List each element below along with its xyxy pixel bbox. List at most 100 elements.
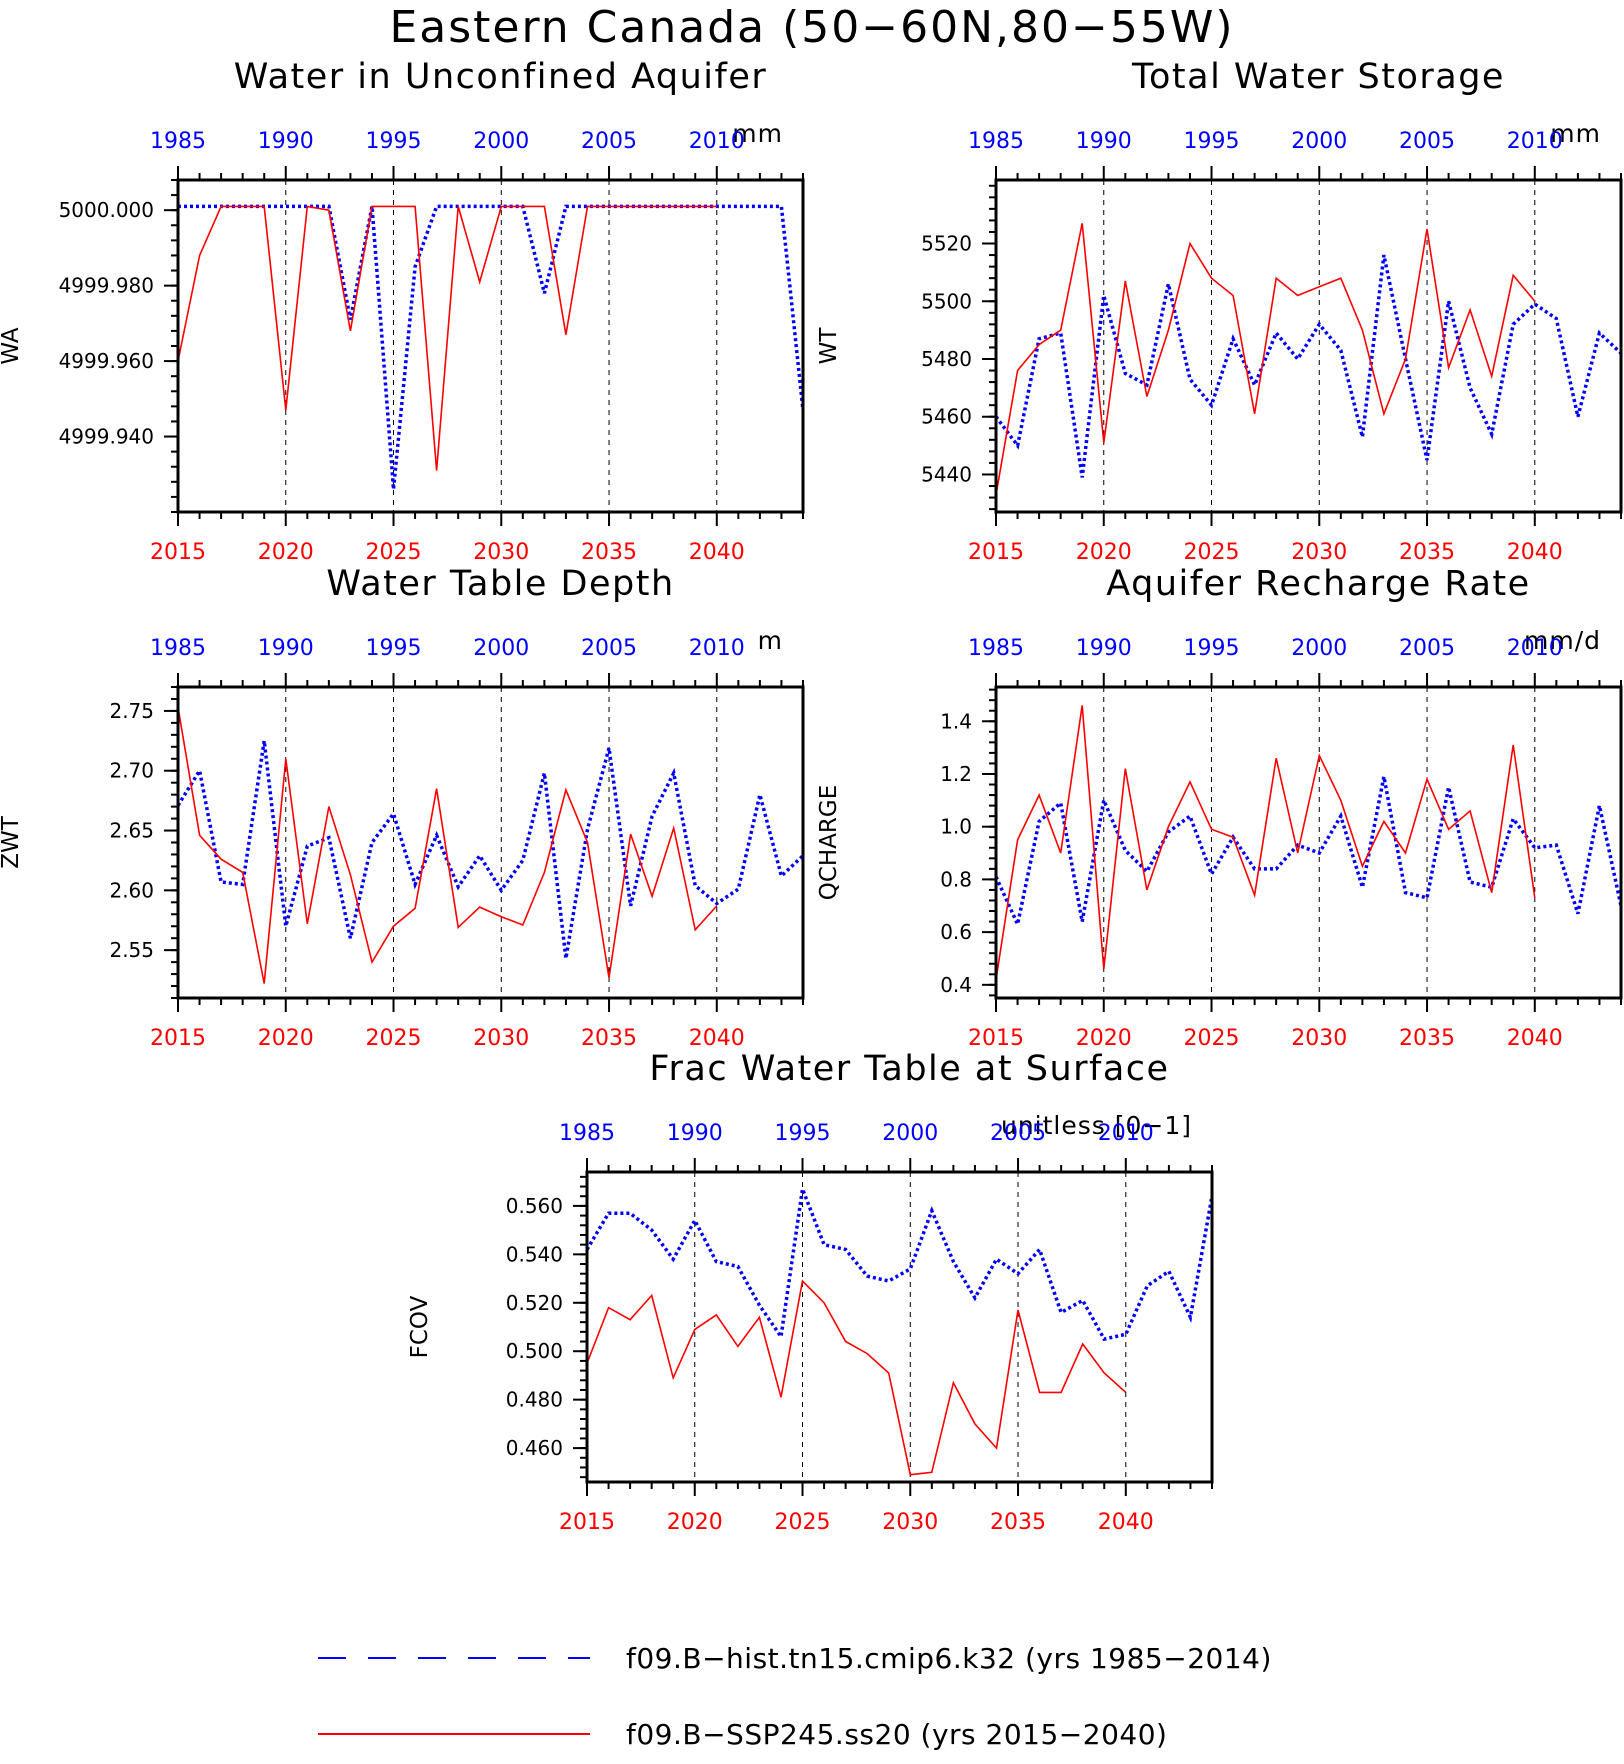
y-tick-label: 0.520 bbox=[506, 1291, 563, 1315]
y-tick-label: 5460 bbox=[921, 405, 972, 429]
y-tick-label: 4999.940 bbox=[59, 425, 154, 449]
units-label: m bbox=[758, 626, 783, 655]
series-line-hist bbox=[996, 776, 1621, 930]
x-top-tick-label: 1985 bbox=[968, 129, 1024, 154]
x-tick-label: 2035 bbox=[581, 540, 637, 565]
x-tick-label: 2025 bbox=[366, 1026, 422, 1051]
x-tick-label: 2035 bbox=[581, 1026, 637, 1051]
panel-title: Aquifer Recharge Rate bbox=[1106, 564, 1530, 604]
x-tick-label: 2030 bbox=[882, 1510, 938, 1535]
y-tick-label: 1.2 bbox=[940, 762, 972, 786]
series-line-ssp bbox=[996, 705, 1536, 980]
x-top-tick-label: 2000 bbox=[1291, 129, 1347, 154]
x-tick-label: 2020 bbox=[258, 1026, 314, 1051]
panel-title: Water Table Depth bbox=[326, 564, 674, 604]
y-tick-label: 5500 bbox=[921, 289, 972, 313]
series-line-ssp bbox=[996, 223, 1536, 495]
x-top-tick-label: 2005 bbox=[990, 1121, 1046, 1146]
x-top-tick-label: 1995 bbox=[366, 636, 422, 661]
x-top-tick-label: 1990 bbox=[667, 1121, 723, 1146]
y-tick-label: 4999.980 bbox=[59, 274, 154, 298]
legend: f09.B−hist.tn15.cmip6.k32 (yrs 1985−2014… bbox=[318, 1642, 1272, 1751]
x-top-tick-label: 2010 bbox=[1098, 1121, 1154, 1146]
x-top-tick-label: 2010 bbox=[689, 636, 745, 661]
plot-frame bbox=[994, 178, 1623, 514]
series-line-hist bbox=[587, 1182, 1212, 1342]
x-tick-label: 2035 bbox=[990, 1510, 1046, 1535]
plot-frame bbox=[176, 178, 805, 514]
units-label: mm bbox=[1550, 119, 1601, 148]
legend-label-hist: f09.B−hist.tn15.cmip6.k32 (yrs 1985−2014… bbox=[626, 1642, 1272, 1675]
units-label: unitless [0−1] bbox=[1001, 1111, 1192, 1140]
panel-wa: Water in Unconfined Aquifer mm WA 4999.940 4… bbox=[0, 57, 805, 565]
y-tick-label: 5000.000 bbox=[59, 198, 154, 222]
plot-frame bbox=[585, 1170, 1214, 1484]
x-top-tick-label: 2000 bbox=[882, 1121, 938, 1146]
x-top-tick-label: 2005 bbox=[1399, 636, 1455, 661]
x-top-tick-label: 1990 bbox=[258, 636, 314, 661]
panel-title: Total Water Storage bbox=[1131, 57, 1505, 97]
x-tick-label: 2040 bbox=[1507, 540, 1563, 565]
x-tick-label: 2035 bbox=[1399, 1026, 1455, 1051]
x-tick-label: 2015 bbox=[150, 1026, 206, 1051]
y-tick-label: 2.70 bbox=[109, 759, 154, 783]
series-line-ssp bbox=[178, 707, 718, 984]
y-tick-label: 2.60 bbox=[109, 878, 154, 902]
x-tick-label: 2030 bbox=[1291, 540, 1347, 565]
units-label: mm/d bbox=[1524, 626, 1601, 655]
panel-fcov: Frac Water Table at Surface unitless [0−1… bbox=[407, 1049, 1214, 1535]
x-top-tick-label: 2000 bbox=[1291, 636, 1347, 661]
x-top-tick-label: 2000 bbox=[473, 129, 529, 154]
y-tick-label: 4999.960 bbox=[59, 349, 154, 373]
x-tick-label: 2015 bbox=[559, 1510, 615, 1535]
y-tick-label: 0.4 bbox=[940, 973, 972, 997]
y-tick-label: 2.55 bbox=[109, 938, 154, 962]
y-tick-label: 0.8 bbox=[940, 867, 972, 891]
x-top-tick-label: 1995 bbox=[775, 1121, 831, 1146]
units-label: mm bbox=[732, 119, 783, 148]
x-tick-label: 2015 bbox=[968, 1026, 1024, 1051]
panel-zwt: Water Table Depth m ZWT 2.55 2.60 2.65 2.70 2.7… bbox=[0, 564, 805, 1051]
plot-frame bbox=[176, 685, 805, 1000]
y-tick-label: 5520 bbox=[921, 232, 972, 256]
y-tick-label: 0.500 bbox=[506, 1339, 563, 1363]
y-tick-label: 0.480 bbox=[506, 1388, 563, 1412]
series-line-ssp bbox=[587, 1279, 1127, 1476]
x-tick-label: 2040 bbox=[689, 540, 745, 565]
x-top-tick-label: 1985 bbox=[150, 129, 206, 154]
x-top-tick-label: 1985 bbox=[968, 636, 1024, 661]
series-line-hist bbox=[178, 204, 803, 490]
y-tick-label: 2.75 bbox=[109, 699, 154, 723]
y-axis-label: WA bbox=[0, 327, 24, 364]
x-top-tick-label: 2010 bbox=[689, 129, 745, 154]
y-tick-label: 0.460 bbox=[506, 1436, 563, 1460]
y-tick-label: 5480 bbox=[921, 347, 972, 371]
x-tick-label: 2025 bbox=[366, 540, 422, 565]
x-top-tick-label: 2000 bbox=[473, 636, 529, 661]
x-top-tick-label: 1990 bbox=[1076, 636, 1132, 661]
y-axis-label: WT bbox=[816, 327, 842, 365]
x-top-tick-label: 1995 bbox=[1184, 129, 1240, 154]
x-top-tick-label: 1985 bbox=[150, 636, 206, 661]
y-tick-label: 1.0 bbox=[940, 815, 972, 839]
x-tick-label: 2030 bbox=[473, 1026, 529, 1051]
y-tick-label: 1.4 bbox=[940, 709, 972, 733]
x-tick-label: 2040 bbox=[689, 1026, 745, 1051]
y-tick-label: 0.560 bbox=[506, 1194, 563, 1218]
x-top-tick-label: 2005 bbox=[581, 636, 637, 661]
y-tick-label: 2.65 bbox=[109, 819, 154, 843]
x-tick-label: 2015 bbox=[150, 540, 206, 565]
x-top-tick-label: 1990 bbox=[258, 129, 314, 154]
x-tick-label: 2025 bbox=[1184, 540, 1240, 565]
x-top-tick-label: 2005 bbox=[581, 129, 637, 154]
series-line-hist bbox=[178, 740, 803, 959]
x-tick-label: 2020 bbox=[1076, 1026, 1132, 1051]
x-tick-label: 2030 bbox=[1291, 1026, 1347, 1051]
x-tick-label: 2020 bbox=[258, 540, 314, 565]
x-tick-label: 2020 bbox=[1076, 540, 1132, 565]
x-top-tick-label: 1995 bbox=[366, 129, 422, 154]
series-line-ssp bbox=[178, 205, 717, 471]
y-axis-label: QCHARGE bbox=[816, 785, 842, 901]
y-axis-label: ZWT bbox=[0, 815, 24, 868]
